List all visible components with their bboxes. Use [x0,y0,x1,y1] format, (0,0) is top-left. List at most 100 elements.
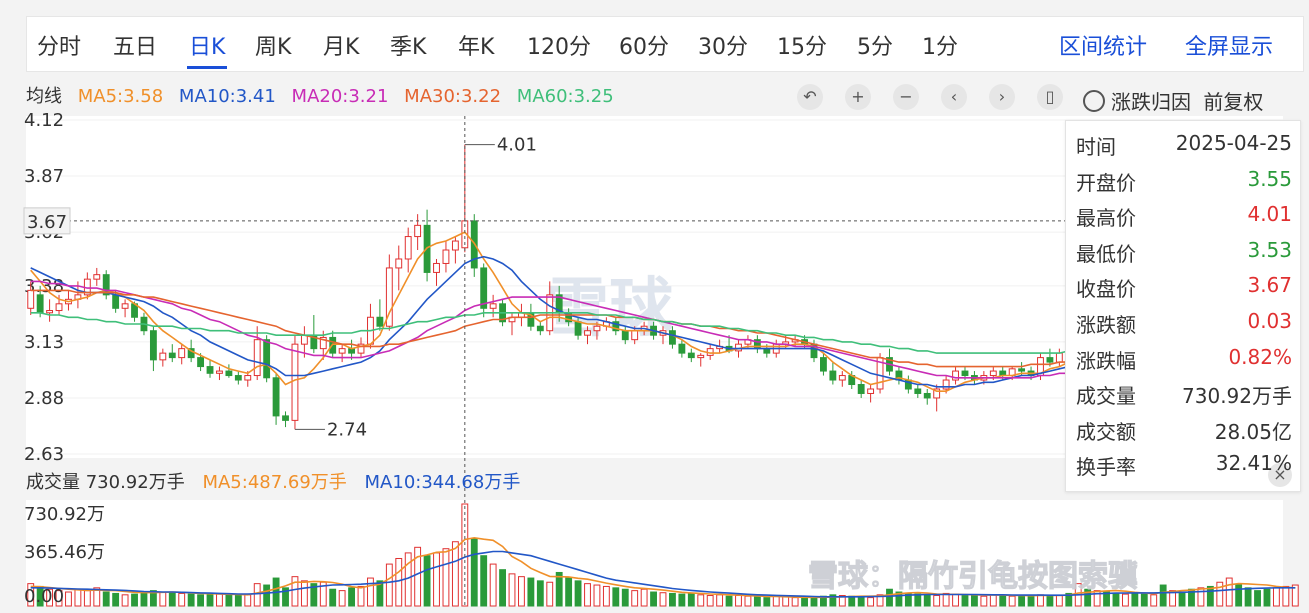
volume-bar [1093,590,1101,607]
next-icon[interactable]: › [989,84,1015,110]
volume-bar [508,573,516,607]
volume-bar [216,593,223,607]
candle-body [102,274,110,296]
volume-bar [451,541,459,607]
volume-bar [697,594,705,607]
tab-8[interactable]: 60分 [619,35,669,60]
candle-body [178,348,186,359]
candle-body [168,352,176,359]
volume-bar [914,593,922,607]
volume-bar [499,569,506,607]
volume-bar [253,583,261,607]
volume-bar [801,597,808,607]
candle-icon[interactable]: ▯ [1037,84,1063,110]
candle-body [621,330,629,341]
volume-bar [159,591,167,607]
period-tab-bar: 区间统计 全屏显示 分时 五日 日K 周K 月K 季K 年K 120分 60分 30分 15分 5分 1… [26,16,1304,72]
y-tick-label: 3.13 [24,332,64,353]
volume-bar [1254,590,1261,607]
tab-5[interactable]: 季K [390,35,427,60]
tab-11[interactable]: 5分 [857,35,893,60]
volume-bar [631,590,639,607]
candle-body [669,330,676,345]
tab-6[interactable]: 年K [458,35,495,60]
volume-bar [1121,593,1129,607]
volume-bar [234,595,242,607]
candle-body [489,303,497,309]
volume-bar [310,583,318,607]
interval-stats-link[interactable]: 区间统计 [1059,35,1148,60]
tab-12[interactable]: 1分 [922,35,958,60]
candle-body [282,415,289,421]
candle-body [631,330,639,341]
close-icon[interactable]: × [1268,463,1292,487]
y-tick-label: 4.12 [24,110,64,131]
volume-bar [168,592,176,607]
volume-bar [640,588,648,607]
volume-bar [367,577,374,607]
candle-body [923,392,931,399]
tab-0[interactable]: 分时 [37,35,82,60]
prev-icon[interactable]: ‹ [941,84,967,110]
volume-bar [1188,588,1195,607]
volume-bar [725,595,733,607]
info-value: 0.03 [1247,309,1292,333]
volume-bar [744,595,752,607]
fullscreen-link[interactable]: 全屏显示 [1185,35,1274,60]
info-value: 3.67 [1247,273,1292,298]
tab-3[interactable]: 周K [255,35,292,60]
candle-body [952,370,959,381]
info-key: 成交量 [1076,384,1136,409]
candle-body [395,258,403,269]
volume-bar [1263,588,1271,607]
candle-body [867,388,875,394]
attribution-label: 涨跌归因 [1111,90,1191,114]
candle-body [253,339,261,377]
volume-bar [131,593,138,607]
volume-bar [980,595,988,607]
volume-bar [546,581,554,607]
info-key: 最低价 [1076,241,1136,266]
candle-body [1046,357,1054,363]
volume-bar [876,594,884,607]
candle-body [319,336,327,350]
candle-body [216,370,223,374]
volume-bar [753,596,761,607]
volume-legend: 成交量 730.92万手 MA5:487.69万手 MA10:344.68万手 [26,468,532,494]
candle-body [584,330,591,336]
candle-body [480,267,488,309]
candle-body [206,366,214,374]
info-key: 成交额 [1076,419,1136,444]
volume-bar [46,588,54,607]
volume-bar [602,585,610,607]
volume-bar [952,593,959,607]
volume-bar [149,590,157,607]
candle-body [197,357,205,368]
tab-7[interactable]: 120分 [527,35,591,60]
tab-10[interactable]: 15分 [777,35,827,60]
volume-bar [1197,587,1205,607]
adjust-select[interactable]: 前复权 [1203,90,1264,114]
candle-body [159,352,167,361]
volume-bar [1008,595,1016,607]
zoom-out-icon[interactable]: − [893,84,919,110]
tab-4[interactable]: 月K [323,35,360,60]
zoom-in-icon[interactable]: + [845,84,871,110]
volume-bar [1055,595,1063,607]
volume-bar [225,594,233,607]
volume-bar [55,590,63,607]
volume-bar [187,593,195,607]
volume-bar [385,563,393,607]
candle-body [234,375,242,381]
candle-body [942,379,950,390]
volume-bar [178,592,186,607]
tab-2[interactable]: 日K [186,29,228,69]
tab-9[interactable]: 30分 [698,35,748,60]
tab-1[interactable]: 五日 [113,35,158,60]
info-key: 涨跌幅 [1076,348,1136,373]
volume-bar [574,580,582,607]
candle-body [93,274,101,280]
attribution-toggle[interactable]: 涨跌归因 前复权 [1083,86,1263,115]
undo-icon[interactable]: ↶ [797,84,823,110]
candle-body [829,370,837,381]
